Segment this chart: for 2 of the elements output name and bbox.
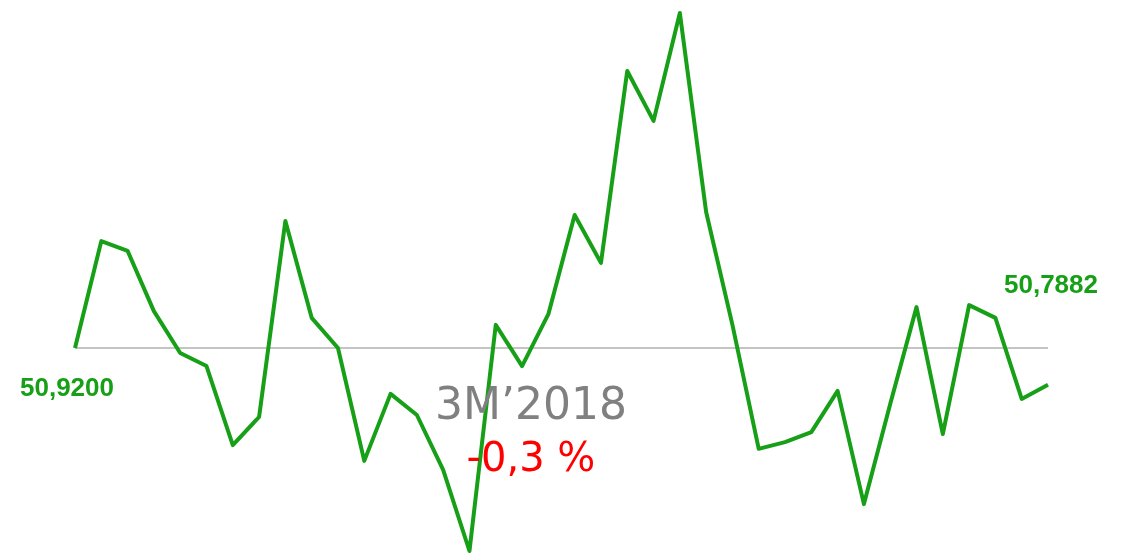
annotation: 50,9200 [20,372,114,402]
annotation: 50,7882 [1004,269,1098,299]
